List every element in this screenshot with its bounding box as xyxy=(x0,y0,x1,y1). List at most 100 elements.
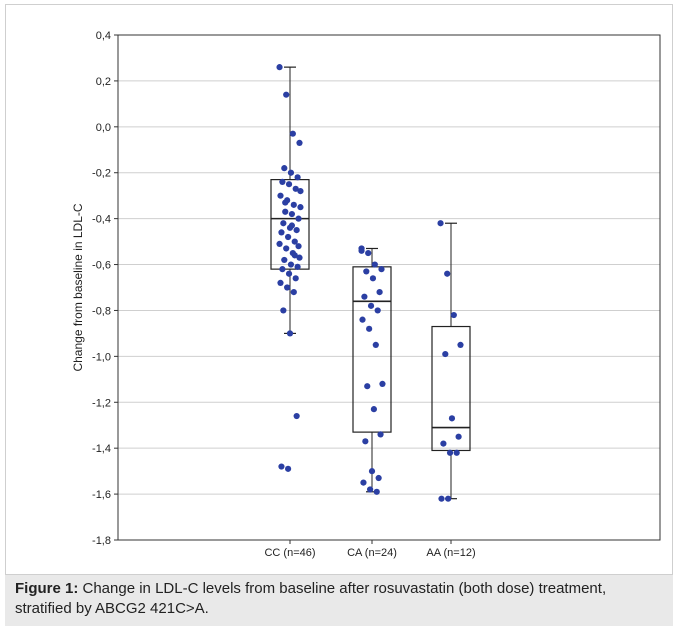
data-point-2-10 xyxy=(438,495,445,502)
data-point-0-13 xyxy=(297,204,304,211)
data-point-2-9 xyxy=(453,449,460,456)
y-axis-label: Change from baseline in LDL-C xyxy=(71,203,85,371)
data-point-2-11 xyxy=(445,495,452,502)
data-point-0-3 xyxy=(296,139,303,146)
data-point-1-12 xyxy=(372,341,379,348)
plot-area xyxy=(118,35,660,540)
data-point-0-27 xyxy=(281,256,288,264)
data-point-2-4 xyxy=(442,350,449,358)
data-point-2-5 xyxy=(448,415,456,422)
data-point-0-14 xyxy=(282,208,289,215)
data-point-0-23 xyxy=(276,240,283,247)
y-tick-label-7: -1,0 xyxy=(92,351,111,363)
data-point-1-18 xyxy=(368,468,376,475)
figure-caption: Figure 1: Change in LDL-C levels from ba… xyxy=(5,574,673,626)
data-point-0-31 xyxy=(285,270,293,277)
data-point-0-15 xyxy=(288,210,295,218)
data-point-1-3 xyxy=(378,266,385,273)
data-point-1-13 xyxy=(379,380,386,388)
y-tick-label-1: 0,2 xyxy=(96,76,111,88)
data-point-0-41 xyxy=(286,330,294,337)
data-point-0-34 xyxy=(284,284,291,291)
x-tick-label-0: CC (n=46) xyxy=(264,547,315,559)
data-point-0-45 xyxy=(291,252,298,259)
data-point-0-29 xyxy=(294,263,301,270)
data-point-0-36 xyxy=(297,187,304,195)
data-point-0-21 xyxy=(285,233,292,241)
data-point-2-6 xyxy=(455,433,462,440)
data-point-0-4 xyxy=(281,165,288,172)
data-point-0-38 xyxy=(288,222,295,229)
data-point-1-1 xyxy=(365,249,372,257)
data-point-0-44 xyxy=(285,465,292,472)
y-tick-label-11: -1,8 xyxy=(92,535,111,547)
data-point-0-28 xyxy=(287,261,295,268)
data-point-0-42 xyxy=(293,412,300,420)
data-point-2-2 xyxy=(450,311,457,319)
y-tick-label-6: -0,8 xyxy=(92,305,111,317)
data-point-0-22 xyxy=(291,238,298,245)
data-point-2-3 xyxy=(457,341,464,348)
data-point-0-40 xyxy=(280,307,287,314)
data-point-0-2 xyxy=(289,130,296,137)
data-point-1-6 xyxy=(376,288,383,296)
caption-label: Figure 1: xyxy=(15,580,79,597)
data-point-0-8 xyxy=(285,181,293,188)
data-point-1-9 xyxy=(374,307,381,314)
data-point-1-7 xyxy=(361,293,368,300)
y-tick-label-2: 0,0 xyxy=(96,122,111,134)
y-tick-label-0: 0,4 xyxy=(96,30,111,42)
data-point-0-9 xyxy=(292,185,299,192)
data-point-1-4 xyxy=(363,268,370,275)
plot-border xyxy=(117,34,661,541)
data-point-2-1 xyxy=(444,270,451,277)
x-tick-label-2: AA (n=12) xyxy=(426,547,475,559)
data-point-0-7 xyxy=(279,178,286,186)
box-1 xyxy=(352,266,392,433)
y-tick-label-9: -1,4 xyxy=(92,443,111,455)
caption-text: Change in LDL-C levels from baseline aft… xyxy=(15,580,607,617)
y-tick-label-5: -0,6 xyxy=(92,260,111,272)
data-point-1-23 xyxy=(358,247,365,254)
x-tick-label-1: CA (n=24) xyxy=(347,547,397,559)
data-point-1-22 xyxy=(373,488,380,495)
box-0 xyxy=(270,179,310,270)
data-point-0-32 xyxy=(292,275,299,282)
data-point-1-10 xyxy=(359,316,366,323)
data-point-0-37 xyxy=(282,199,289,206)
data-point-1-14 xyxy=(364,383,371,390)
data-point-0-19 xyxy=(293,227,300,234)
data-point-0-10 xyxy=(277,192,284,199)
data-point-0-5 xyxy=(287,169,295,176)
box-plot: 0,4 0,2 0,0 -0,2 -0,4 -0,6 -0,8 -1,0 -1,2 -1,4 -1,… xyxy=(71,30,661,559)
y-tick-label-8: -1,2 xyxy=(92,397,111,409)
data-point-0-24 xyxy=(283,245,290,252)
data-point-0-6 xyxy=(294,174,301,181)
data-point-1-16 xyxy=(377,431,384,438)
data-point-0-33 xyxy=(277,279,284,287)
data-point-0-0 xyxy=(276,64,283,71)
data-point-1-5 xyxy=(369,275,377,282)
y-tick-label-3: -0,2 xyxy=(92,168,111,180)
data-point-0-39 xyxy=(295,243,302,250)
data-point-2-7 xyxy=(440,440,447,447)
data-point-0-43 xyxy=(278,463,285,470)
data-point-2-8 xyxy=(446,449,454,456)
data-point-0-17 xyxy=(280,220,287,227)
data-point-0-16 xyxy=(295,215,302,222)
data-point-0-35 xyxy=(290,288,297,296)
data-point-1-11 xyxy=(366,325,373,332)
data-point-0-12 xyxy=(290,201,297,208)
y-tick-label-4: -0,4 xyxy=(92,214,111,226)
data-point-1-2 xyxy=(371,261,378,268)
data-point-1-17 xyxy=(362,438,369,445)
data-point-1-19 xyxy=(375,474,382,482)
data-point-0-1 xyxy=(283,91,290,98)
y-tick-label-10: -1,6 xyxy=(92,489,111,501)
data-point-1-20 xyxy=(360,479,367,486)
data-point-1-21 xyxy=(367,486,374,493)
data-point-1-8 xyxy=(367,302,375,309)
data-point-0-26 xyxy=(296,254,303,261)
data-point-0-20 xyxy=(278,229,285,236)
data-point-2-0 xyxy=(437,220,444,227)
